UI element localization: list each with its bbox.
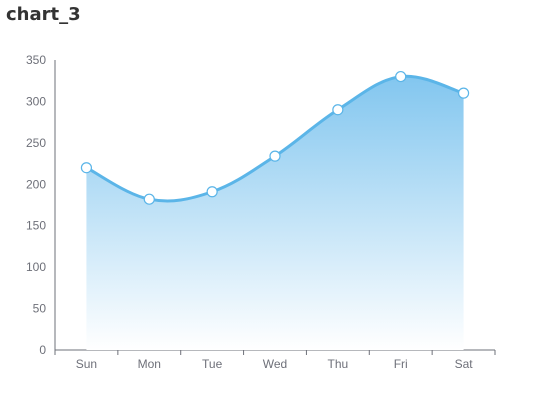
y-tick-label: 200 (26, 177, 46, 191)
data-point-tue (206, 186, 218, 198)
data-point-mon (143, 193, 155, 205)
chart-title: chart_3 (6, 4, 81, 25)
y-tick-label: 300 (26, 94, 46, 108)
y-tick-label: 350 (26, 53, 46, 67)
x-tick-label: Thu (328, 357, 349, 371)
y-tick-label: 0 (39, 343, 46, 357)
x-tick-label: Sun (76, 357, 97, 371)
x-tick-label: Sat (455, 357, 474, 371)
data-point-sun (80, 162, 93, 174)
y-tick-label: 250 (26, 136, 46, 150)
x-tick-label: Mon (138, 357, 161, 371)
data-point-wed (269, 150, 281, 162)
x-tick-label: Fri (394, 357, 408, 371)
y-tick-label: 150 (26, 219, 46, 233)
y-tick-label: 50 (33, 302, 47, 316)
x-tick-label: Tue (202, 357, 223, 371)
data-point-fri (395, 70, 407, 83)
x-tick-label: Wed (263, 357, 287, 371)
data-point-sat (457, 87, 470, 99)
data-point-thu (332, 104, 344, 116)
y-tick-label: 100 (26, 260, 46, 274)
series-area (86, 76, 464, 351)
